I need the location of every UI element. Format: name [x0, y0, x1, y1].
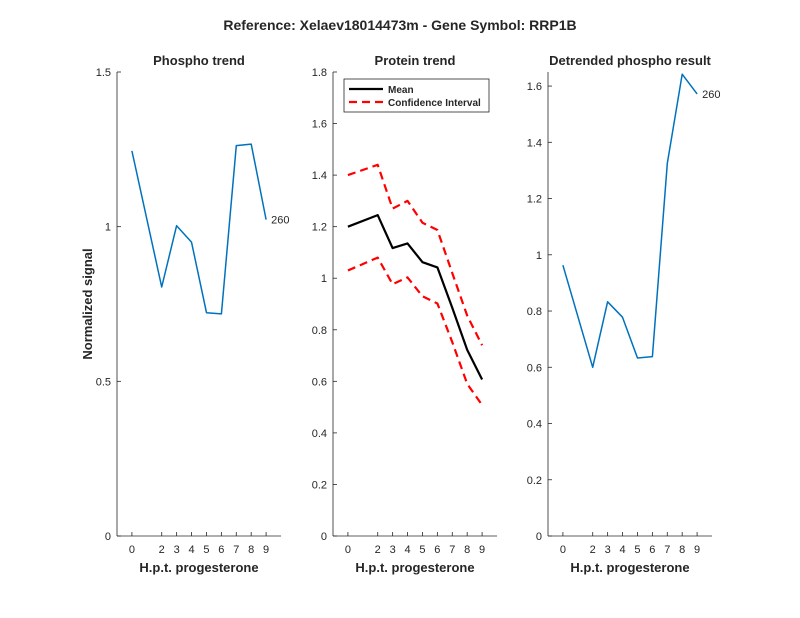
- series-line-confidence-interval: [347, 163, 484, 346]
- figure-suptitle: Reference: Xelaev18014473m - Gene Symbol…: [223, 17, 576, 33]
- series-line-detrended: [562, 73, 698, 369]
- panel-title: Protein trend: [375, 53, 456, 68]
- y-tick-label: 1: [536, 250, 542, 262]
- series-line-mean: [347, 214, 484, 380]
- x-tick-label: 6: [649, 544, 655, 556]
- x-tick-label: 0: [345, 544, 351, 556]
- x-axis-label: H.p.t. progesterone: [355, 560, 474, 575]
- x-tick-label: 0: [560, 544, 566, 556]
- x-tick-label: 7: [449, 544, 455, 556]
- y-tick-label: 1: [321, 273, 327, 285]
- series-line-phospho: [131, 143, 267, 315]
- y-tick-label: 1.2: [527, 194, 542, 206]
- x-tick-label: 0: [129, 544, 135, 556]
- x-tick-label: 2: [590, 544, 596, 556]
- y-tick-label: 1.8: [312, 67, 327, 79]
- y-tick-label: 0.8: [527, 306, 542, 318]
- y-tick-label: 0.8: [312, 325, 327, 337]
- y-tick-label: 1.6: [527, 81, 542, 93]
- y-tick-label: 0.2: [312, 479, 327, 491]
- end-point-label: 260: [271, 215, 289, 227]
- x-tick-label: 8: [679, 544, 685, 556]
- x-tick-label: 2: [159, 544, 165, 556]
- y-tick-label: 1.2: [312, 222, 327, 234]
- y-tick-label: 1: [105, 222, 111, 234]
- detrended-phospho-panel: 0 0.2 0.4 0.6 0.8 1 1.2 1.4 1.6 0 2 3 4 5 6 7 8 9 Detrende…: [527, 53, 721, 575]
- x-tick-label: 8: [464, 544, 470, 556]
- x-tick-label: 8: [248, 544, 254, 556]
- phospho-trend-panel: 0 0.5 1 1.5 0 2 3 4 5 6 7 8 9 Phospho trend H.p.t. pro…: [80, 53, 289, 575]
- protein-trend-panel: 0 0.2 0.4 0.6 0.8 1 1.2 1.4 1.6 1.8 0 2 3 4 5 6 7 8 9 Prote…: [312, 53, 497, 575]
- x-tick-label: 9: [694, 544, 700, 556]
- y-axis-label: Normalized signal: [80, 248, 95, 359]
- y-tick-label: 0.4: [312, 428, 327, 440]
- y-tick-label: 0.6: [312, 376, 327, 388]
- y-tick-label: 1.4: [527, 137, 542, 149]
- panel-title: Detrended phospho result: [549, 53, 711, 68]
- x-tick-label: 5: [634, 544, 640, 556]
- y-tick-label: 0: [105, 531, 111, 543]
- x-tick-label: 9: [263, 544, 269, 556]
- y-tick-label: 0: [536, 531, 542, 543]
- x-tick-label: 4: [188, 544, 194, 556]
- x-tick-label: 6: [434, 544, 440, 556]
- panel-title: Phospho trend: [153, 53, 245, 68]
- x-tick-label: 7: [664, 544, 670, 556]
- y-tick-label: 0.6: [527, 362, 542, 374]
- x-tick-label: 7: [233, 544, 239, 556]
- x-tick-label: 6: [218, 544, 224, 556]
- x-tick-label: 3: [605, 544, 611, 556]
- legend-box: [343, 78, 490, 113]
- end-point-label: 260: [702, 89, 720, 101]
- x-tick-label: 9: [479, 544, 485, 556]
- x-tick-label: 5: [419, 544, 425, 556]
- x-axis-label: H.p.t. progesterone: [139, 560, 258, 575]
- series-line-confidence-interval-lower: [347, 256, 483, 406]
- y-tick-label: 0.4: [527, 419, 542, 431]
- x-tick-label: 4: [619, 544, 625, 556]
- x-tick-label: 2: [375, 544, 381, 556]
- x-tick-label: 3: [174, 544, 180, 556]
- x-tick-label: 4: [404, 544, 410, 556]
- legend: Mean Confidence Interval: [343, 78, 490, 113]
- y-tick-label: 1.4: [312, 170, 327, 182]
- y-tick-label: 0: [321, 531, 327, 543]
- x-tick-label: 5: [203, 544, 209, 556]
- x-tick-label: 3: [390, 544, 396, 556]
- legend-label: Mean: [388, 85, 414, 96]
- y-tick-label: 0.5: [96, 376, 111, 388]
- y-tick-label: 0.2: [527, 475, 542, 487]
- legend-label: Confidence Interval: [388, 98, 481, 109]
- x-axis-label: H.p.t. progesterone: [570, 560, 689, 575]
- y-tick-label: 1.6: [312, 119, 327, 131]
- y-tick-label: 1.5: [96, 67, 111, 79]
